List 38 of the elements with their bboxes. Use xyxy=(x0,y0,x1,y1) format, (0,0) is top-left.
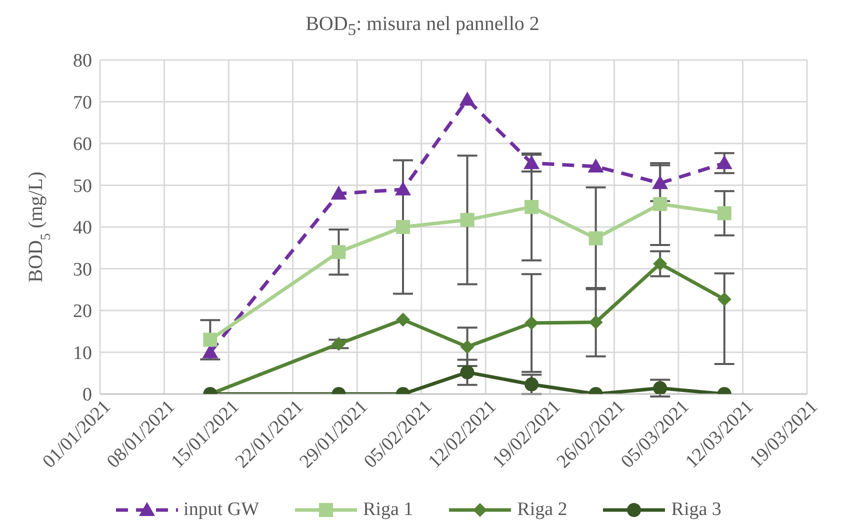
point xyxy=(332,245,346,260)
legend-label: Riga 2 xyxy=(517,499,568,521)
y-tick-label: 10 xyxy=(73,342,92,364)
point xyxy=(588,231,603,246)
point xyxy=(588,315,603,330)
point xyxy=(203,332,218,347)
y-tick-label: 50 xyxy=(73,176,92,197)
point xyxy=(524,377,539,392)
point xyxy=(396,312,410,327)
y-tick-label: 80 xyxy=(73,50,92,72)
y-tick-label: 60 xyxy=(73,134,92,156)
point xyxy=(653,256,668,271)
point xyxy=(716,155,732,170)
legend-label: Riga 1 xyxy=(363,499,414,521)
point xyxy=(332,336,346,351)
point xyxy=(460,212,474,227)
point xyxy=(460,365,474,380)
chart-title: BOD$_{5}$: misura nel pannello 2 xyxy=(304,12,540,41)
point xyxy=(717,206,732,220)
point xyxy=(524,200,539,214)
point xyxy=(330,186,347,200)
point xyxy=(524,316,539,330)
point xyxy=(653,381,668,394)
legend-label: Riga 3 xyxy=(671,499,722,521)
y-tick-label: 0 xyxy=(82,384,92,406)
y-tick-label: 30 xyxy=(73,259,92,280)
legend-label: input GW xyxy=(184,499,260,521)
point xyxy=(652,175,668,190)
y-tick-label: 70 xyxy=(73,92,92,114)
y-tick-label: 20 xyxy=(73,301,92,322)
point xyxy=(653,197,668,212)
y-tick-label: 40 xyxy=(73,218,92,239)
point xyxy=(459,92,476,106)
point xyxy=(460,340,474,354)
point xyxy=(717,292,732,306)
point xyxy=(396,220,410,234)
point xyxy=(395,181,411,196)
point xyxy=(588,158,604,172)
